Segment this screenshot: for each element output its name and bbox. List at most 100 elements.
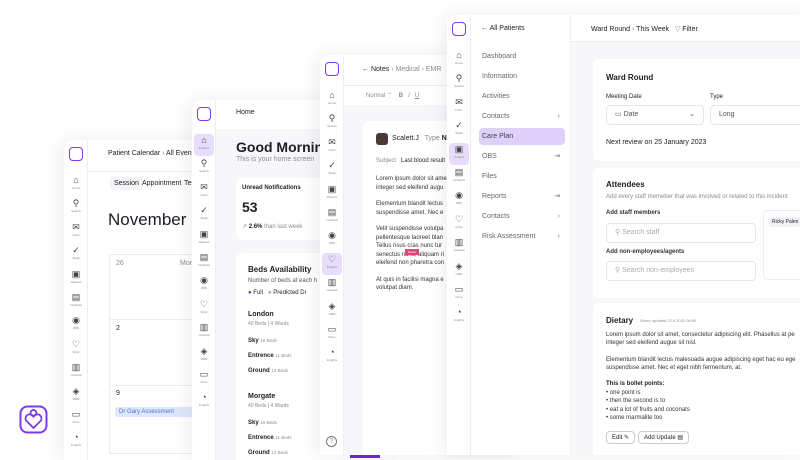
- sidebar-item-hrm[interactable]: ◈ HRM: [194, 345, 214, 367]
- edit-button[interactable]: Edit ✎: [606, 431, 636, 444]
- app-logo-icon[interactable]: [452, 22, 466, 36]
- sidebar-item-insights[interactable]: ◔ Insights: [194, 391, 214, 413]
- sidebar-item-obs[interactable]: ◉ OBS: [66, 314, 86, 336]
- nav-item-files[interactable]: Files: [479, 168, 565, 185]
- back-to-patients[interactable]: ← All Patients: [481, 25, 525, 32]
- app-logo-icon[interactable]: [69, 147, 83, 161]
- bullet-item: • some marmalite too: [606, 414, 663, 421]
- add-update-button[interactable]: Add Update ▤: [638, 431, 690, 444]
- nav-item-activities[interactable]: Activities: [479, 88, 565, 105]
- sidebar-item-insights[interactable]: ◔ Insights: [66, 431, 86, 453]
- bullet-text: some marmalite too: [609, 414, 663, 421]
- sidebar-item-inbox[interactable]: ✉ Inbox: [66, 221, 86, 243]
- sidebar-item-incidents[interactable]: ▤ Incidents: [449, 166, 469, 188]
- crumb-this-week[interactable]: This Week: [636, 26, 670, 33]
- sidebar-item-inbox[interactable]: ✉ Inbox: [194, 181, 214, 203]
- search-icon: ⚲: [455, 73, 463, 84]
- sidebar-item-search[interactable]: ⚲ Search: [449, 72, 469, 94]
- format-select[interactable]: Normal: [366, 93, 386, 99]
- sidebar-item-drive[interactable]: ▭ Drive: [449, 283, 469, 305]
- italic-button[interactable]: I: [408, 93, 410, 99]
- clinic-icon: ♡: [454, 213, 464, 224]
- help-icon[interactable]: ?: [326, 436, 337, 447]
- sidebar-item-incidents[interactable]: ▤ Incidents: [322, 206, 342, 228]
- sidebar-item-product[interactable]: ▣ Product: [449, 142, 469, 165]
- sidebar-item-patients[interactable]: ▣ Patients: [194, 228, 214, 250]
- day-cell[interactable]: 9: [116, 390, 120, 397]
- sidebar-item-tasks[interactable]: ✓ Tasks: [449, 119, 469, 141]
- search-non-employees-input[interactable]: ⚲ Search non-employees: [606, 261, 756, 281]
- back-arrow-icon[interactable]: ←: [362, 66, 369, 73]
- sidebar-item-insights[interactable]: ◔ Insights: [322, 346, 342, 368]
- nav-item-obs[interactable]: OBS ⇥: [479, 148, 565, 165]
- crumb-notes[interactable]: Notes: [370, 66, 390, 73]
- nav-item-contacts[interactable]: Contacts ›: [479, 108, 565, 125]
- sidebar-item-drive[interactable]: ▭ Drive: [66, 408, 86, 430]
- nav-item-contacts[interactable]: Contacts ›: [479, 208, 565, 225]
- sidebar-item-search[interactable]: ⚲ Search: [66, 197, 86, 219]
- app-logo-icon[interactable]: [197, 107, 211, 121]
- sidebar-item-hospital[interactable]: ▥ Hospital: [194, 321, 214, 343]
- sidebar-item-clinic[interactable]: ♡ Clinic: [194, 298, 214, 320]
- sidebar-item-search[interactable]: ⚲ Search: [322, 112, 342, 134]
- sidebar-item-inbox[interactable]: ✉ Inbox: [449, 96, 469, 118]
- nav-item-dashboard[interactable]: Dashboard: [479, 48, 565, 65]
- sidebar-item-insights[interactable]: ◔ Insights: [449, 306, 469, 328]
- sidebar-item-home[interactable]: ⌂ Home: [66, 174, 86, 196]
- crumb-emr[interactable]: EMR: [425, 66, 442, 73]
- type-select[interactable]: Long: [710, 105, 800, 125]
- app-logo-icon[interactable]: [325, 62, 339, 76]
- sidebar-item-label: HRM: [200, 356, 208, 361]
- calendar-event[interactable]: Dr Gary Assessment: [115, 407, 205, 417]
- meeting-date-select[interactable]: ▭ Date ⌄: [606, 105, 704, 125]
- crumb-all-events[interactable]: All Events: [166, 150, 198, 157]
- nav-item-information[interactable]: Information: [479, 68, 565, 85]
- sidebar-item-tasks[interactable]: ✓ Tasks: [194, 204, 214, 226]
- sidebar-item-hospital[interactable]: ▥ Hospital: [66, 361, 86, 383]
- search-staff-input[interactable]: ⚲ Search staff: [606, 223, 756, 243]
- sidebar-item-tasks[interactable]: ✓ Tasks: [66, 244, 86, 266]
- sidebar-item-home[interactable]: ⌂ Home: [449, 49, 469, 71]
- sidebar-item-product[interactable]: ♡ Product: [322, 252, 342, 275]
- sidebar-item-clinic[interactable]: ♡ Clinic: [449, 213, 469, 235]
- sidebar-item-inbox[interactable]: ✉ Inbox: [322, 136, 342, 158]
- filter-label: Filter: [682, 26, 698, 33]
- sidebar-item-patients[interactable]: ▣ Patients: [66, 268, 86, 290]
- bold-button[interactable]: B: [398, 93, 404, 99]
- sidebar-item-hospital[interactable]: ▥ Hospital: [449, 236, 469, 258]
- sidebar-item-obs[interactable]: ◉ OBS: [322, 229, 342, 251]
- sidebar-item-drive[interactable]: ▭ Drive: [322, 323, 342, 345]
- sidebar-item-hrm[interactable]: ◈ HRM: [66, 385, 86, 407]
- crumb-ward-round[interactable]: Ward Round: [591, 26, 631, 33]
- sidebar-item-obs[interactable]: ◉ OBS: [449, 189, 469, 211]
- nav-item-risk-assessment[interactable]: Risk Assessment ›: [479, 228, 565, 245]
- note-paragraph: At quis in facilisi magna e volutpat dia…: [376, 276, 444, 292]
- sidebar-item-incidents[interactable]: ▤ Incidents: [66, 291, 86, 313]
- sidebar-item-clinic[interactable]: ♡ Clinic: [66, 338, 86, 360]
- sidebar-item-home[interactable]: ⌂ Home: [322, 89, 342, 111]
- breadcrumb-home[interactable]: Home: [236, 109, 255, 116]
- nav-item-care-plan[interactable]: Care Plan: [479, 128, 565, 145]
- sidebar-item-hrm[interactable]: ◈ HRM: [449, 260, 469, 282]
- sidebar-item-hrm[interactable]: ◈ HRM: [322, 300, 342, 322]
- tab-appointment[interactable]: Appointment: [142, 180, 182, 187]
- notifications-card[interactable]: Unread Notifications 53 ↗ 2.6% than last…: [236, 178, 336, 240]
- nav-item-reports[interactable]: Reports ⇥: [479, 188, 565, 205]
- sidebar-item-drive[interactable]: ▭ Drive: [194, 368, 214, 390]
- attendee-chip[interactable]: Ricky Palen: [769, 217, 800, 227]
- day-cell[interactable]: 26: [116, 260, 124, 267]
- sidebar-item-product[interactable]: ⌂ Product: [194, 134, 214, 156]
- subject-value[interactable]: Last blood result: [401, 158, 446, 164]
- day-cell[interactable]: 2: [116, 325, 120, 332]
- sidebar-item-tasks[interactable]: ✓ Tasks: [322, 159, 342, 181]
- crumb-medical[interactable]: Medical: [395, 66, 420, 73]
- sidebar-item-search[interactable]: ⚲ Search: [194, 157, 214, 179]
- underline-button[interactable]: U: [414, 93, 420, 99]
- sidebar-item-incidents[interactable]: ▤ Incidents: [194, 251, 214, 273]
- sidebar-item-patients[interactable]: ▣ Patients: [322, 183, 342, 205]
- filter-button[interactable]: ▽ Filter: [675, 26, 698, 33]
- sidebar-item-obs[interactable]: ◉ OBS: [194, 274, 214, 296]
- crumb-calendar[interactable]: Patient Calendar: [108, 150, 161, 157]
- tab-session[interactable]: Session: [110, 177, 143, 190]
- sidebar-item-hospital[interactable]: ▥ Hospital: [322, 276, 342, 298]
